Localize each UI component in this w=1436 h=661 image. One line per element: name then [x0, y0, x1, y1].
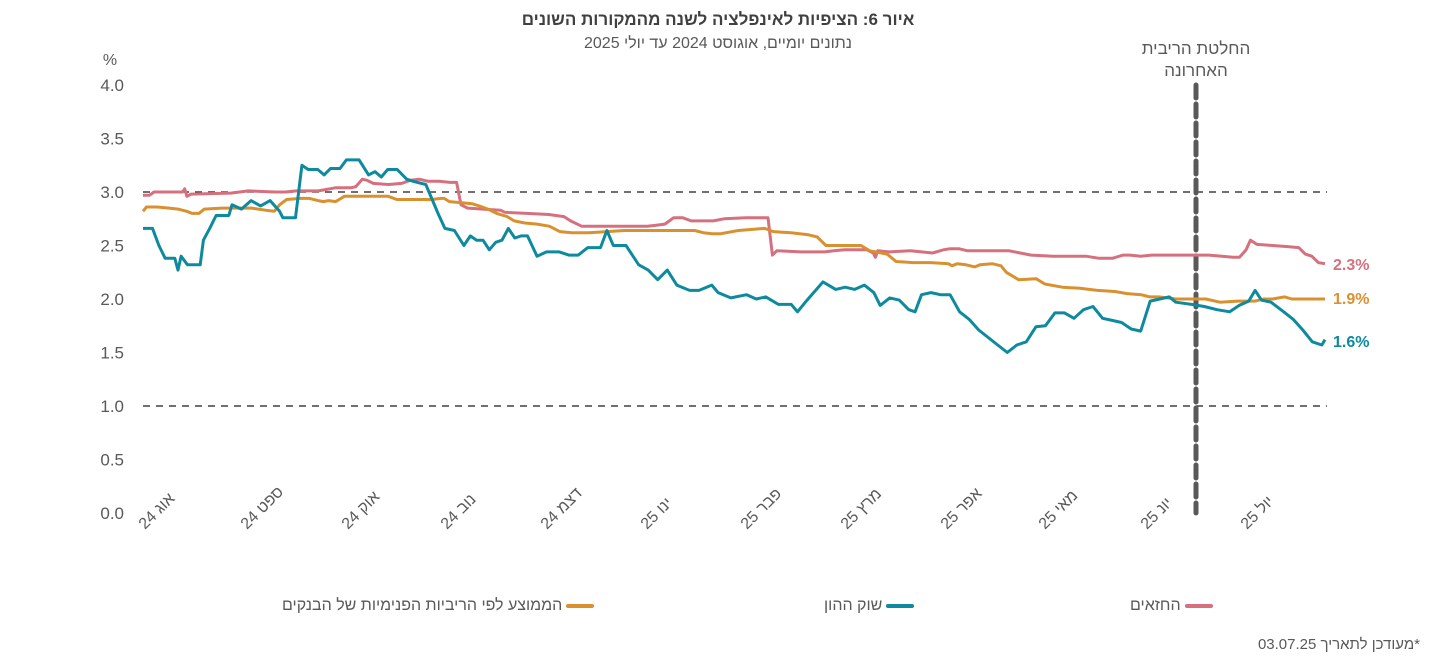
- legend-label-capital-market: שוק ההון: [824, 597, 883, 614]
- y-tick-label: 3.5: [100, 130, 124, 149]
- y-tick-label: 3.0: [100, 183, 124, 202]
- legend-swatch-capital-market: [886, 604, 915, 608]
- legend-swatch-forecasters: [1184, 604, 1213, 608]
- series-end-label: 1.6%: [1333, 334, 1369, 351]
- decision-label: החלטת הריבית האחרונה: [1106, 38, 1286, 82]
- y-axis-unit: %: [103, 52, 117, 69]
- legend-item-banks: הממוצע לפי הריביות הפנימיות של הבנקים: [282, 597, 595, 615]
- y-tick-label: 1.5: [100, 344, 124, 363]
- decision-label-line1: החלטת הריבית: [1141, 39, 1251, 58]
- y-tick-label: 0.5: [100, 451, 124, 470]
- chart-title: איור 6: הציפיות לאינפלציה לשנה מהמקורות …: [521, 10, 915, 29]
- legend-label-forecasters: החזאים: [1130, 597, 1181, 614]
- decision-label-line2: האחרונה: [1164, 61, 1228, 80]
- x-tick-label: אוג 24: [136, 490, 179, 533]
- y-tick-label: 0.0: [100, 504, 124, 523]
- x-tick-label: אפר 25: [938, 485, 986, 533]
- legend-swatch-banks: [566, 604, 595, 608]
- y-tick-label: 2.0: [100, 290, 124, 309]
- x-tick-label: פבר 25: [738, 485, 785, 532]
- series-end-label: 2.3%: [1333, 257, 1369, 274]
- x-tick-label: אוק 24: [339, 488, 383, 532]
- y-tick-label: 1.0: [100, 397, 124, 416]
- series-line: [143, 158, 1327, 354]
- x-tick-label: מאי 25: [1036, 487, 1082, 533]
- series-line: [143, 177, 1326, 266]
- chart-subtitle: נתונים יומיים, אוגוסט 2024 עד יולי 2025: [584, 35, 852, 52]
- x-tick-label: יול 25: [1237, 493, 1277, 533]
- x-tick-label: דצמ 24: [538, 485, 586, 533]
- legend-label-banks: הממוצע לפי הריביות הפנימיות של הבנקים: [282, 597, 563, 614]
- x-tick-label: ינו 25: [638, 495, 676, 533]
- y-tick-label: 4.0: [100, 76, 124, 95]
- x-tick-label: ספט 24: [238, 483, 287, 532]
- x-tick-label: יונ 25: [1138, 495, 1176, 533]
- legend-item-capital-market: שוק ההון: [824, 597, 915, 615]
- footnote: *מעודכן לתאריך 03.07.25: [1257, 636, 1420, 653]
- series-end-label: 1.9%: [1333, 291, 1369, 308]
- x-tick-label: נוב 24: [438, 491, 480, 533]
- x-tick-label: מרץ 25: [838, 486, 885, 533]
- series-line: [141, 194, 1325, 304]
- y-tick-label: 2.5: [100, 237, 124, 256]
- legend-item-forecasters: החזאים: [1130, 597, 1213, 615]
